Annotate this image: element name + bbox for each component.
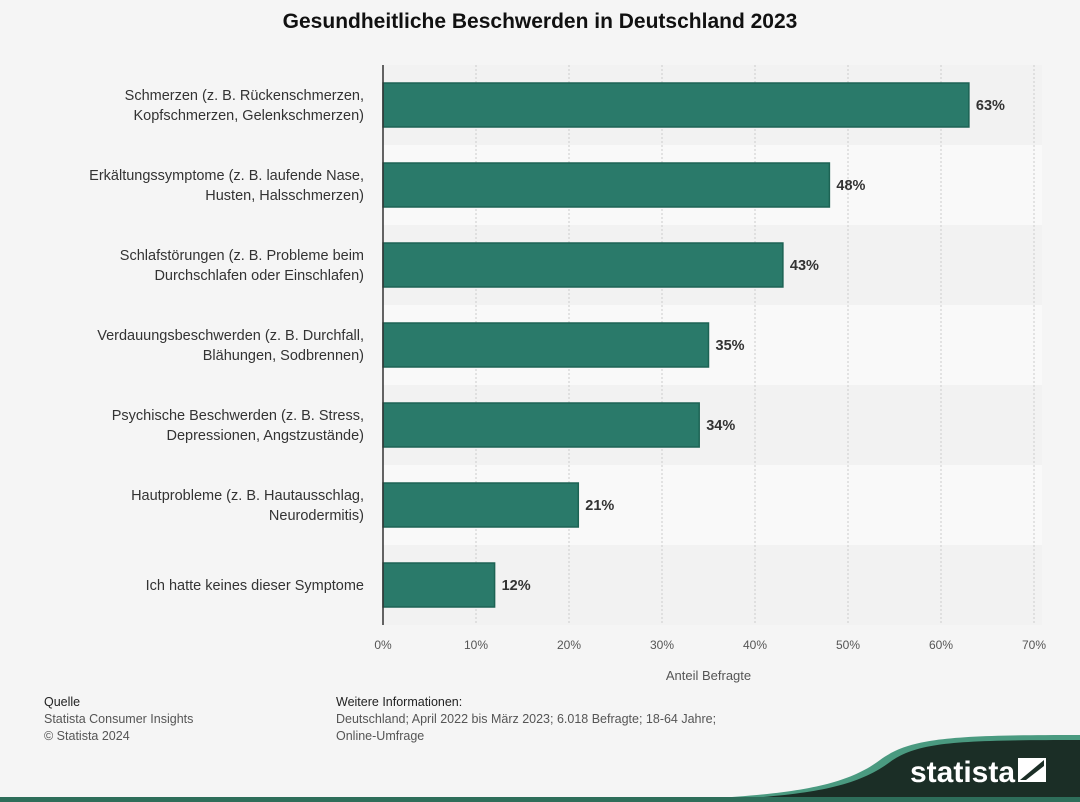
bar xyxy=(382,562,496,608)
info-line: Online-Umfrage xyxy=(336,729,425,743)
footer-logo-band: statista xyxy=(0,735,1080,802)
value-label: 63% xyxy=(976,98,1005,114)
bar xyxy=(382,162,831,208)
x-tick-label: 30% xyxy=(650,638,674,652)
x-tick-label: 10% xyxy=(464,638,488,652)
category-label: Depressionen, Angstzustände) xyxy=(167,428,365,444)
category-label: Kopfschmerzen, Gelenkschmerzen) xyxy=(134,108,365,124)
info-line: Deutschland; April 2022 bis März 2023; 6… xyxy=(336,712,717,726)
info-block: Weitere Informationen: Deutschland; Apri… xyxy=(336,694,716,745)
category-label: Psychische Beschwerden (z. B. Stress, xyxy=(112,408,364,424)
category-label: Verdauungsbeschwerden (z. B. Durchfall, xyxy=(97,328,364,344)
category-label: Durchschlafen oder Einschlafen) xyxy=(154,268,364,284)
x-tick-label: 40% xyxy=(743,638,767,652)
source-block: Quelle Statista Consumer Insights © Stat… xyxy=(44,694,193,745)
x-axis-label: Anteil Befragte xyxy=(666,668,751,683)
source-line: Statista Consumer Insights xyxy=(44,712,194,726)
info-heading: Weitere Informationen: xyxy=(336,695,463,709)
value-label: 21% xyxy=(585,498,614,514)
category-label: Husten, Halsschmerzen) xyxy=(205,188,364,204)
bar-chart: 0% 10% 20% 30% 40% 50% 60% 70% 63% Schmerzen (z. … xyxy=(89,65,1046,683)
category-label: Schmerzen (z. B. Rückenschmerzen, xyxy=(125,88,364,104)
bar xyxy=(382,82,970,128)
x-tick-label: 70% xyxy=(1022,638,1046,652)
category-label: Blähungen, Sodbrennen) xyxy=(203,348,364,364)
bar xyxy=(382,482,580,528)
bar xyxy=(382,402,700,448)
chart-title: Gesundheitliche Beschwerden in Deutschla… xyxy=(282,10,798,33)
x-tick-label: 20% xyxy=(557,638,581,652)
bar xyxy=(382,242,784,288)
category-label: Neurodermitis) xyxy=(269,508,364,524)
value-label: 34% xyxy=(706,418,735,434)
category-label: Erkältungssymptome (z. B. laufende Nase, xyxy=(89,168,364,184)
value-label: 48% xyxy=(836,178,865,194)
statista-logo-text: statista xyxy=(910,756,1015,789)
source-heading: Quelle xyxy=(44,695,81,709)
category-label: Hautprobleme (z. B. Hautausschlag, xyxy=(131,488,364,504)
value-label: 35% xyxy=(716,338,745,354)
category-label: Ich hatte keines dieser Symptome xyxy=(146,578,364,594)
copyright-line: © Statista 2024 xyxy=(44,729,130,743)
x-tick-label: 60% xyxy=(929,638,953,652)
value-label: 43% xyxy=(790,258,819,274)
value-label: 12% xyxy=(502,578,531,594)
category-label: Schlafstörungen (z. B. Probleme beim xyxy=(120,248,364,264)
bar xyxy=(382,322,710,368)
x-tick-label: 50% xyxy=(836,638,860,652)
x-tick-label: 0% xyxy=(374,638,392,652)
statista-logo-icon xyxy=(1018,758,1046,782)
